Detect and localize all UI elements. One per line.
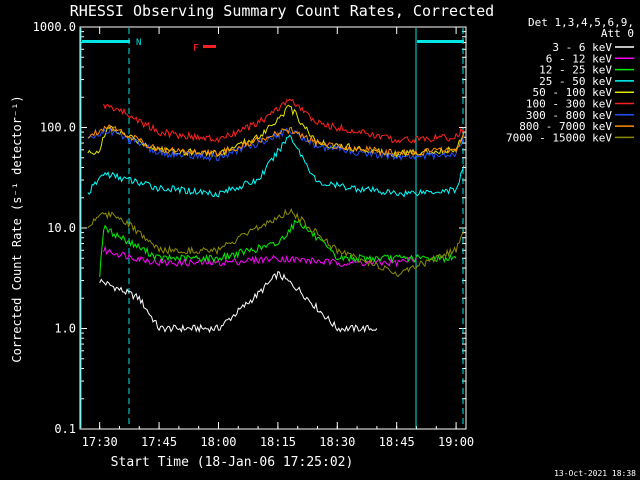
plot-frame	[79, 26, 467, 430]
night-bar	[417, 40, 464, 43]
series-line-5	[87, 104, 465, 159]
x-tick-label: 18:30	[319, 435, 355, 449]
flare-bar	[203, 45, 216, 48]
legend-entry-label: 25 - 50 keV	[539, 75, 612, 88]
legend-entry-label: 6 - 12 keV	[546, 52, 613, 65]
plot-layer: 0.1 1.0 10.0 100.0 1000.0 17:30 17:45 18:00 18:1…	[33, 20, 475, 449]
x-tick-label: 17:45	[141, 435, 177, 449]
legend-entry-label: 12 - 25 keV	[539, 64, 612, 77]
legend-header-line: Att 0	[601, 27, 634, 40]
series-line-9	[87, 208, 465, 278]
series-line-4	[87, 134, 465, 198]
series-line-1	[99, 270, 378, 334]
series-line-7	[87, 126, 465, 162]
y-tick-label: 100.0	[40, 121, 76, 135]
legend-entry-label: 7000 - 15000 keV	[506, 131, 612, 144]
night-flag-label: N	[136, 38, 141, 48]
x-axis-label: Start Time (18-Jan-06 17:25:02)	[111, 455, 354, 470]
night-bar	[82, 40, 130, 43]
x-tick-label: 18:45	[379, 435, 415, 449]
series-line-8	[87, 124, 465, 158]
legend-entry-label: 50 - 100 keV	[533, 86, 613, 99]
y-tick-label: 1.0	[54, 322, 76, 336]
x-tick-label: 18:00	[200, 435, 236, 449]
chart-title: RHESSI Observing Summary Count Rates, Co…	[70, 2, 494, 20]
legend-entry-label: 300 - 800 keV	[526, 109, 612, 122]
y-axis-label: Corrected Count Rate (s⁻¹ detector⁻¹)	[10, 95, 24, 362]
legend-entry-label: 800 - 7000 keV	[519, 120, 612, 133]
x-tick-label: 18:15	[260, 435, 296, 449]
x-tick-label: 19:00	[438, 435, 474, 449]
y-tick-label: 1000.0	[33, 20, 76, 34]
legend-entry-label: 100 - 300 keV	[526, 98, 612, 111]
series-line-2	[103, 245, 417, 268]
legend-header-line: Det 1,3,4,5,6,9,	[528, 16, 634, 29]
y-tick-label: 0.1	[54, 422, 76, 436]
series-line-6	[103, 98, 465, 144]
x-tick-label: 17:30	[82, 435, 118, 449]
footer-date: 13-Oct-2021 18:38	[554, 469, 636, 478]
legend-entry-label: 3 - 6 keV	[552, 41, 612, 54]
flare-flag-label: F	[193, 43, 199, 54]
y-tick-label: 10.0	[47, 221, 76, 235]
series-line-3	[99, 218, 457, 278]
